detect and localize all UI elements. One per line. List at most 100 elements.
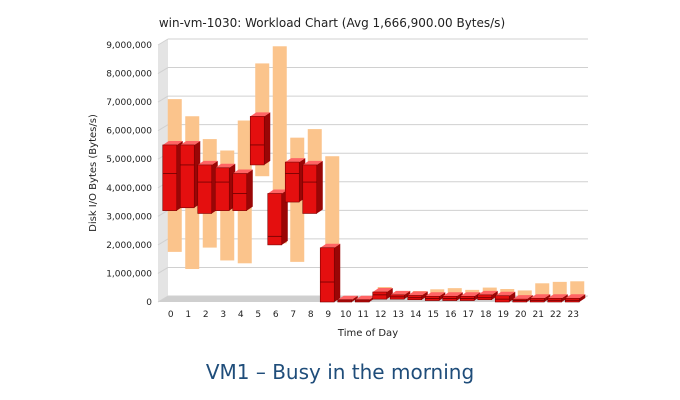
box-bar — [442, 292, 463, 301]
y-tick-label: 4,000,000 — [106, 184, 152, 194]
gridline-diag — [157, 267, 169, 274]
x-tick-label: 9 — [325, 310, 331, 320]
box-side — [509, 291, 516, 302]
gridline-diag — [157, 124, 169, 132]
box-side — [264, 112, 271, 165]
box-bar — [337, 295, 358, 303]
range-bar — [570, 281, 585, 298]
box-bar — [197, 160, 218, 214]
box-side — [491, 290, 498, 300]
box-top — [547, 294, 568, 299]
box-bar — [372, 288, 393, 300]
x-tick-label: 8 — [308, 310, 314, 320]
x-tick-label: 21 — [533, 310, 544, 320]
x-tick-label: 1 — [185, 310, 191, 320]
box-bar — [407, 291, 428, 301]
box-top — [285, 158, 306, 163]
box-top — [180, 140, 201, 145]
box-side — [544, 294, 551, 302]
box-side — [526, 295, 533, 302]
gridline-diag — [157, 209, 169, 217]
box-bar — [494, 291, 516, 303]
box-top — [337, 295, 358, 300]
box-bar — [162, 140, 183, 211]
box-front — [162, 144, 178, 211]
x-tick-label: 13 — [393, 310, 404, 320]
box-top — [477, 290, 498, 295]
box-front — [249, 116, 265, 166]
x-tick-label: 3 — [220, 310, 226, 320]
box-front — [267, 193, 283, 246]
box-top — [162, 140, 183, 145]
y-tick-label: 3,000,000 — [106, 212, 152, 222]
box-top — [355, 295, 376, 300]
y-tick-label: 8,000,000 — [106, 70, 152, 80]
y-axis: 0 1,000,000 2,000,000 3,000,000 4,000,000 5,0… — [106, 41, 152, 308]
box-front — [372, 291, 388, 300]
box-side — [579, 294, 586, 302]
box-top — [565, 294, 586, 299]
box-bar — [564, 294, 586, 303]
y-tick-label: 1,000,000 — [106, 269, 152, 279]
y-axis-label: Disk I/O Bytes (Bytes/s) — [88, 114, 99, 232]
box-side — [386, 288, 393, 300]
box-top — [372, 288, 393, 293]
box-top — [495, 291, 516, 296]
y-tick-label: 7,000,000 — [106, 98, 152, 108]
box-side — [439, 292, 446, 301]
x-axis-label: Time of Day — [337, 328, 398, 339]
box-side — [561, 294, 568, 302]
x-tick-label: 11 — [358, 310, 369, 320]
gridline-diag — [157, 95, 169, 103]
box-bar — [529, 294, 551, 303]
x-axis: 0 1 2 3 4 5 6 7 8 9 10 11 12 13 14 15 16 17 18 19 20 21 22 23 — [168, 310, 579, 320]
box-front — [214, 167, 230, 211]
x-tick-label: 14 — [410, 310, 422, 320]
box-top — [302, 160, 323, 165]
y-tick-label: 5,000,000 — [106, 155, 152, 165]
box-front — [284, 161, 300, 203]
box-top — [267, 189, 288, 194]
box-bar — [319, 243, 341, 303]
chart-caption: VM1 – Busy in the morning — [205, 360, 475, 384]
x-tick-label: 22 — [550, 310, 561, 320]
box-side — [316, 160, 323, 214]
box-side — [421, 291, 428, 300]
x-tick-label: 4 — [238, 310, 244, 320]
y-tick-label: 6,000,000 — [106, 127, 152, 137]
range-bar — [552, 281, 567, 298]
box-top — [250, 112, 271, 117]
box-bar — [547, 294, 568, 303]
box-bars — [162, 112, 586, 303]
box-bar — [389, 290, 411, 300]
gridline-diag — [157, 238, 169, 246]
box-top — [442, 292, 463, 297]
x-tick-label: 0 — [168, 310, 174, 320]
box-bar — [477, 290, 498, 301]
box-bar — [424, 292, 446, 301]
x-tick-label: 10 — [340, 310, 352, 320]
box-bar — [249, 112, 271, 166]
x-tick-label: 12 — [375, 310, 386, 320]
box-side — [351, 295, 358, 302]
box-top — [530, 294, 551, 299]
box-front — [179, 144, 195, 209]
x-tick-label: 20 — [515, 310, 527, 320]
x-tick-label: 7 — [290, 310, 296, 320]
box-bar — [179, 140, 201, 209]
x-tick-label: 18 — [480, 310, 492, 320]
y-tick-label: 9,000,000 — [106, 41, 152, 51]
box-bar — [267, 189, 288, 246]
x-tick-label: 23 — [568, 310, 579, 320]
box-bar — [214, 163, 236, 211]
box-bar — [284, 158, 306, 203]
box-front — [232, 173, 248, 211]
box-front — [302, 164, 318, 214]
x-tick-label: 17 — [463, 310, 474, 320]
box-top — [232, 169, 253, 174]
box-top — [390, 290, 411, 295]
box-bar — [354, 295, 376, 303]
workload-chart: win-vm-1030: Workload Chart (Avg 1,666,9… — [88, 16, 588, 339]
x-tick-label: 5 — [255, 310, 261, 320]
